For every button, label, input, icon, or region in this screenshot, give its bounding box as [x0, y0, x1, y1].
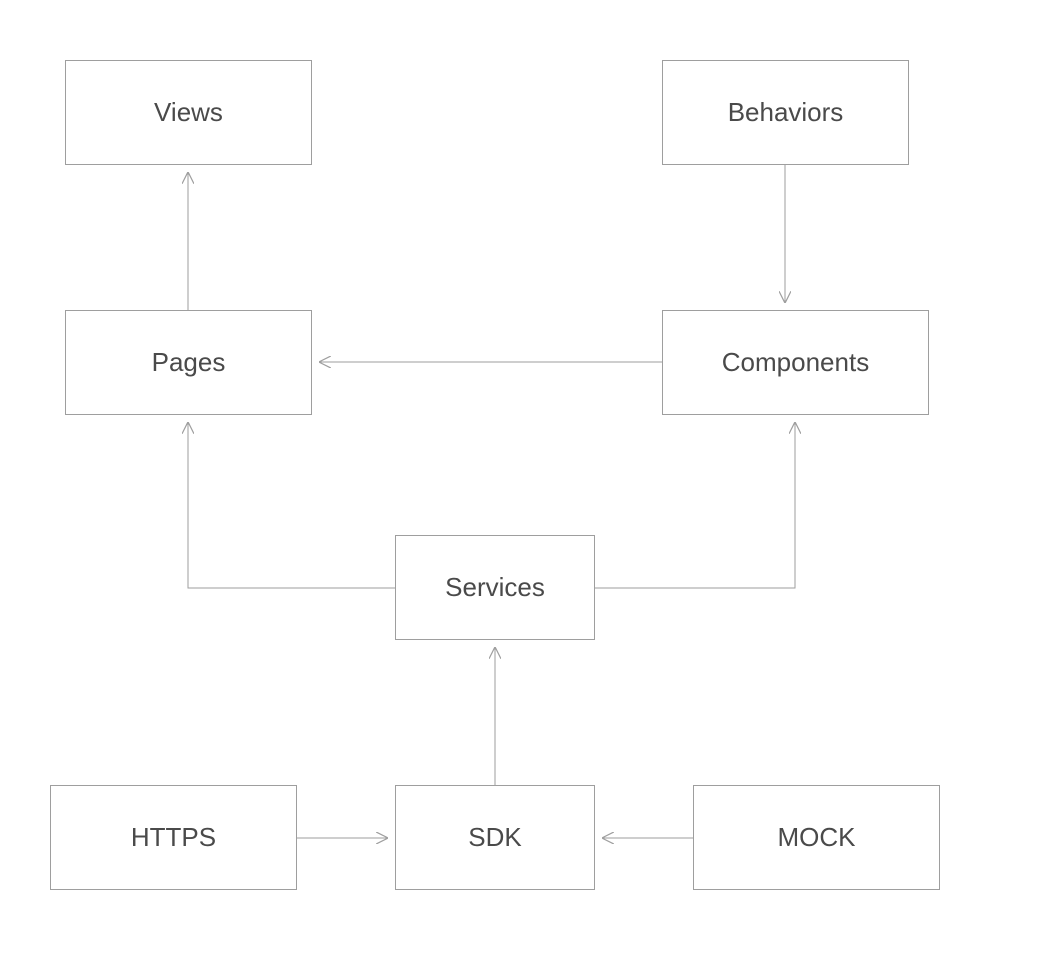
node-components: Components: [662, 310, 929, 415]
architecture-diagram: Views Behaviors Pages Components Service…: [0, 0, 1052, 962]
node-pages: Pages: [65, 310, 312, 415]
node-label: Components: [722, 347, 869, 378]
node-services: Services: [395, 535, 595, 640]
node-views: Views: [65, 60, 312, 165]
node-label: MOCK: [778, 822, 856, 853]
node-label: Views: [154, 97, 223, 128]
edge-services-to-components: [595, 423, 795, 588]
edge-services-to-pages: [188, 423, 395, 588]
node-sdk: SDK: [395, 785, 595, 890]
node-label: Behaviors: [728, 97, 844, 128]
node-mock: MOCK: [693, 785, 940, 890]
node-behaviors: Behaviors: [662, 60, 909, 165]
node-https: HTTPS: [50, 785, 297, 890]
node-label: Services: [445, 572, 545, 603]
node-label: Pages: [152, 347, 226, 378]
node-label: HTTPS: [131, 822, 216, 853]
node-label: SDK: [468, 822, 521, 853]
